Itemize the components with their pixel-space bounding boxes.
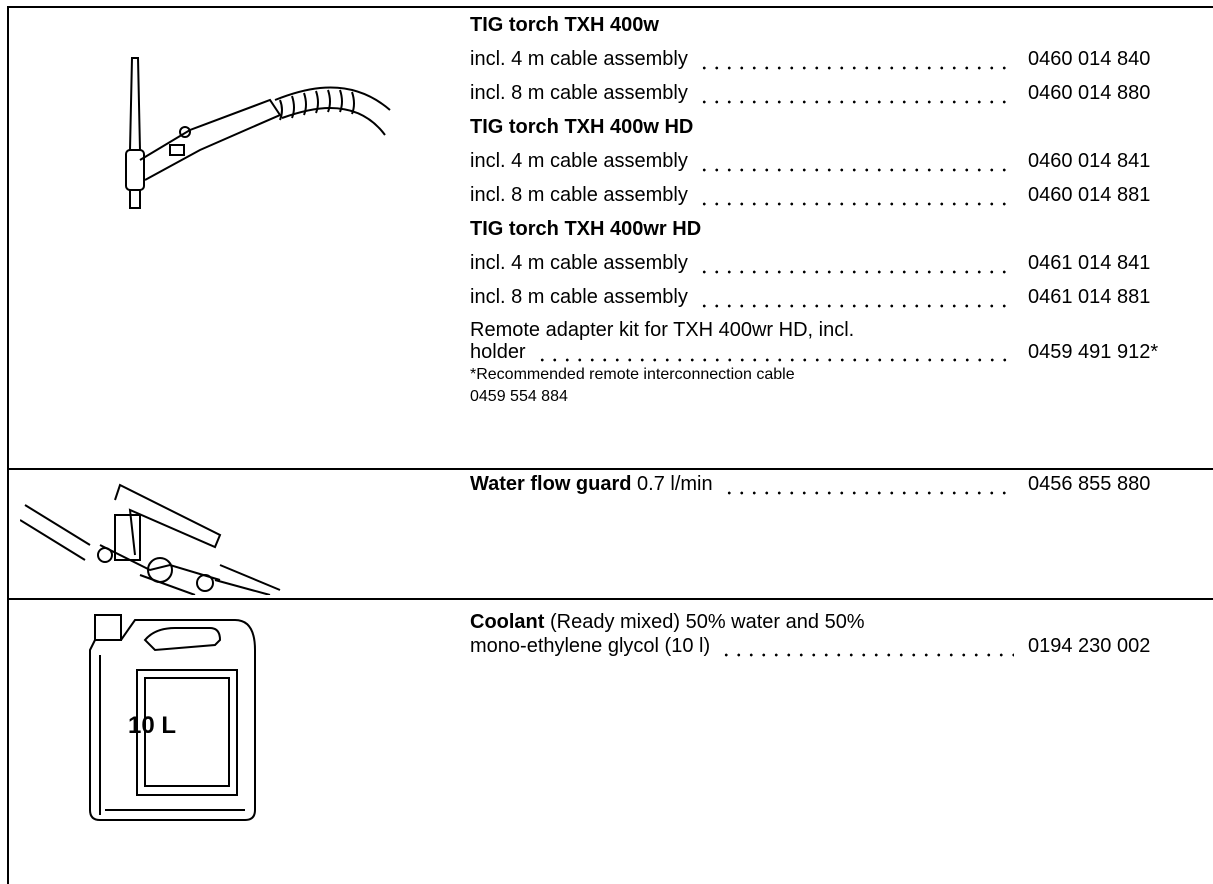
dot-leader	[697, 246, 1014, 280]
dot-leader	[697, 76, 1014, 110]
entry-label: Remote adapter kit for TXH 400wr HD, inc…	[470, 319, 854, 341]
entry-text: (Ready mixed) 50% water and 50%	[544, 611, 865, 633]
footnote: *Recommended remote interconnection cabl…	[470, 366, 795, 383]
entry-label: incl. 8 m cable assembly	[470, 280, 688, 314]
dot-leader	[722, 471, 1014, 497]
entry-title: TIG torch TXH 400wr HD	[470, 218, 702, 240]
dot-leader	[697, 144, 1014, 178]
entry-label: incl. 8 m cable assembly	[470, 76, 688, 110]
entry-text: incl. 8 m cable assembly	[470, 286, 688, 308]
entry-label: TIG torch TXH 400w	[470, 8, 659, 42]
part-number: 0460 014 880	[1028, 82, 1151, 104]
entry-line: Water flow guard 0.7 l/min 0456 855 880	[470, 471, 1205, 497]
part-number: 0456 855 880	[1028, 473, 1151, 495]
dot-leader	[697, 280, 1014, 314]
entry-text: incl. 4 m cable assembly	[470, 252, 688, 274]
entry-line: TIG torch TXH 400w	[470, 8, 1205, 42]
entry-title: TIG torch TXH 400w HD	[470, 116, 694, 138]
footnote: 0459 554 884	[470, 388, 568, 405]
flow-guard-image	[20, 483, 281, 595]
entry-title: Coolant	[470, 611, 545, 633]
entry-label: incl. 4 m cable assembly	[470, 42, 688, 76]
entry-line: incl. 4 m cable assembly 0460 014 841	[470, 144, 1205, 178]
part-number: 0460 014 881	[1028, 184, 1151, 206]
dot-leader	[535, 341, 1014, 363]
entry-text: mono-ethylene glycol (10 l)	[470, 635, 711, 657]
dot-leader	[720, 633, 1014, 659]
entry-label: Coolant (Ready mixed) 50% water and 50%	[470, 609, 865, 635]
entry-line: Coolant (Ready mixed) 50% water and 50%	[470, 609, 1205, 635]
part-number: 0460 014 841	[1028, 150, 1151, 172]
entry-text: 0.7 l/min	[631, 473, 713, 495]
torch-image	[125, 57, 391, 209]
entry-line: incl. 8 m cable assembly 0461 014 881	[470, 280, 1205, 314]
entry-text: incl. 4 m cable assembly	[470, 150, 688, 172]
entry-text: incl. 8 m cable assembly	[470, 82, 688, 104]
entry-line: mono-ethylene glycol (10 l) 0194 230 002	[470, 633, 1205, 659]
canister-image	[89, 614, 256, 821]
entry-title: TIG torch TXH 400w	[470, 14, 659, 36]
entry-title: Water flow guard	[470, 473, 632, 495]
dot-leader	[697, 178, 1014, 212]
part-number: 0461 014 841	[1028, 252, 1151, 274]
rule	[7, 598, 1213, 600]
rule	[7, 7, 9, 884]
entry-label: Water flow guard 0.7 l/min	[470, 471, 713, 497]
entry-line: holder 0459 491 912*	[470, 341, 1205, 363]
rule	[7, 6, 1213, 8]
rule	[7, 468, 1213, 470]
entry-line: incl. 4 m cable assembly 0460 014 840	[470, 42, 1205, 76]
entry-line: TIG torch TXH 400w HD	[470, 110, 1205, 144]
part-number: 0194 230 002	[1028, 635, 1151, 657]
part-number: 0460 014 840	[1028, 48, 1151, 70]
entry-line: incl. 4 m cable assembly 0461 014 841	[470, 246, 1205, 280]
entry-text: incl. 4 m cable assembly	[470, 48, 688, 70]
entry-text: Remote adapter kit for TXH 400wr HD, inc…	[470, 319, 855, 341]
entry-line: incl. 8 m cable assembly 0460 014 881	[470, 178, 1205, 212]
entry-label: holder	[470, 341, 526, 363]
entry-line: TIG torch TXH 400wr HD	[470, 212, 1205, 246]
entry-label: TIG torch TXH 400w HD	[470, 110, 693, 144]
entry-label: incl. 4 m cable assembly	[470, 246, 688, 280]
dot-leader	[697, 42, 1014, 76]
part-number: 0459 491 912*	[1028, 341, 1159, 363]
entry-line: incl. 8 m cable assembly 0460 014 880	[470, 76, 1205, 110]
entry-line: Remote adapter kit for TXH 400wr HD, inc…	[470, 319, 1205, 341]
entry-label: mono-ethylene glycol (10 l)	[470, 633, 710, 659]
part-number: 0461 014 881	[1028, 286, 1151, 308]
entry-text: holder	[470, 341, 526, 363]
entry-label: incl. 8 m cable assembly	[470, 178, 688, 212]
entry-label: incl. 4 m cable assembly	[470, 144, 688, 178]
image-label: 10 L	[128, 712, 177, 739]
entry-label: TIG torch TXH 400wr HD	[470, 212, 701, 246]
entry-text: incl. 8 m cable assembly	[470, 184, 688, 206]
